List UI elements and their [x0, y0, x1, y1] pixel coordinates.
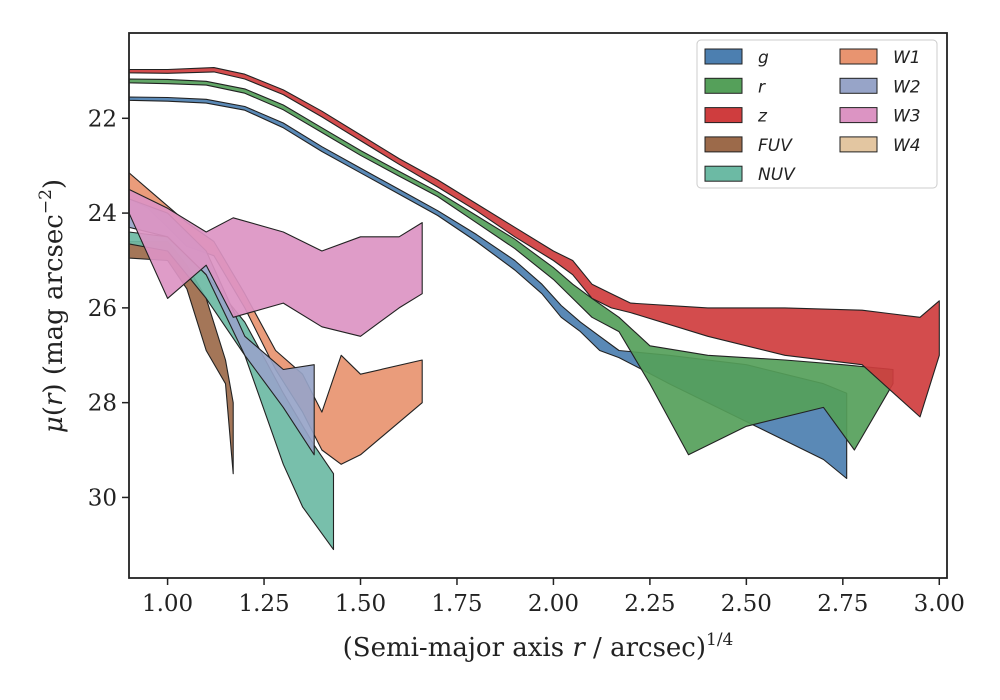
legend-label-z: z — [757, 107, 768, 127]
y-tick-label: 26 — [88, 296, 117, 322]
legend-swatch-r — [704, 77, 743, 94]
y-tick-label: 30 — [88, 485, 117, 511]
legend-swatch-w2 — [839, 77, 878, 94]
band-z — [129, 67, 940, 418]
legend-label-nuv: NUV — [758, 165, 796, 185]
x-tick-label: 1.50 — [335, 591, 386, 617]
legend-swatch-nuv — [704, 165, 743, 182]
y-axis: 22 24 26 28 30 — [88, 106, 129, 511]
legend-swatch-w4 — [839, 136, 878, 153]
y-axis-title-var: r — [39, 392, 69, 406]
y-tick-label: 28 — [88, 391, 117, 417]
legend-swatch-w1 — [839, 48, 878, 65]
x-axis-title: (Semi-major axis r / arcsec)1/4 — [343, 630, 734, 663]
y-axis-title: μ(r) (mag arcsec−2) — [36, 179, 69, 433]
legend-label-w4: W4 — [893, 136, 921, 156]
legend-swatch-fuv — [704, 136, 743, 153]
series-layer — [129, 67, 940, 551]
x-tick-label: 1.75 — [431, 591, 482, 617]
legend: grz FUV NUV W1 W2 W3 W4 — [696, 39, 938, 189]
y-tick-label: 24 — [88, 201, 117, 227]
y-axis-title-sup: −2 — [36, 189, 56, 214]
band-r — [129, 78, 894, 456]
x-tick-label: 3.00 — [914, 591, 965, 617]
band-g — [129, 96, 848, 480]
x-axis-title-sup: 1/4 — [706, 630, 733, 650]
x-tick-label: 2.25 — [624, 591, 675, 617]
legend-label-w2: W2 — [893, 77, 921, 97]
x-tick-label: 1.00 — [142, 591, 193, 617]
legend-swatch-w3 — [839, 107, 878, 124]
legend-label-w3: W3 — [893, 107, 921, 127]
y-tick-label: 22 — [88, 106, 117, 132]
legend-swatch-g — [704, 48, 743, 65]
legend-label-w1: W1 — [893, 48, 921, 68]
legend-swatch-z — [704, 107, 743, 124]
x-tick-label: 2.75 — [817, 591, 868, 617]
band-w3 — [129, 188, 423, 337]
legend-label-fuv: FUV — [758, 136, 793, 156]
x-axis-title-var: r — [572, 633, 586, 663]
x-tick-label: 2.50 — [721, 591, 772, 617]
x-axis: 1.00 1.25 1.50 1.75 2.00 2.25 2.50 2.75 3.00 — [142, 578, 965, 617]
x-tick-label: 2.00 — [528, 591, 579, 617]
legend-label-r: r — [758, 77, 766, 97]
x-tick-label: 1.25 — [238, 591, 289, 617]
legend-label-g: g — [758, 48, 769, 68]
plot-frame — [128, 32, 948, 579]
